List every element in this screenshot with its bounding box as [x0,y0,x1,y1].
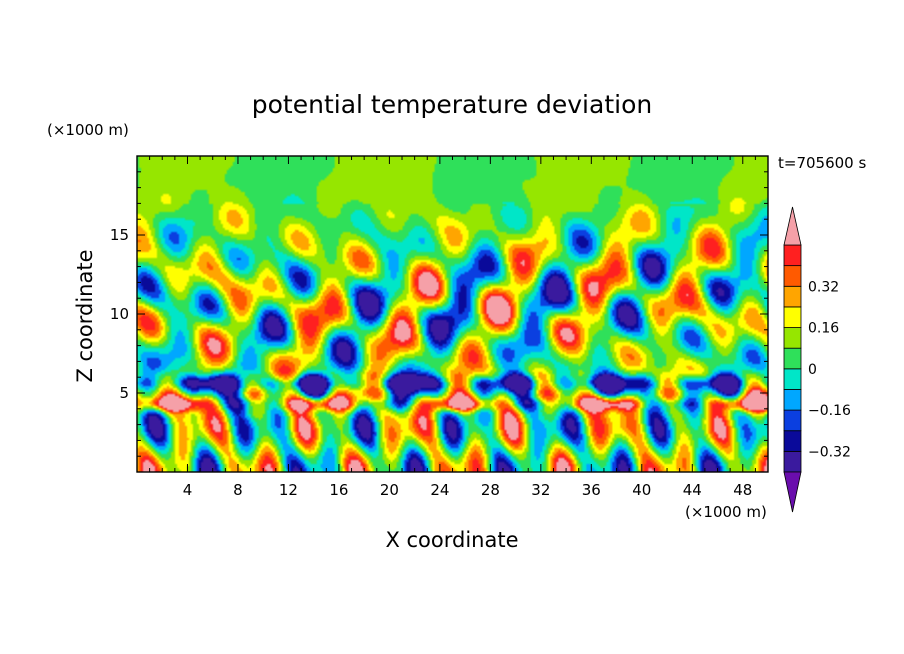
x-axis-ticks: 4 8 12 16 20 24 28 32 36 40 44 48 [149,156,756,499]
y-tick-label: 5 [119,384,129,402]
x-unit-label: (×1000 m) [685,503,767,521]
colorbar-top-triangle [783,206,802,246]
colorbar-box [783,244,802,267]
colorbar-bottom-triangle [783,471,802,513]
x-tick-label: 8 [233,481,243,499]
y-unit-label: (×1000 m) [47,121,129,139]
y-tick-label: 10 [110,305,129,323]
colorbar-box [783,347,802,370]
time-label: t=705600 s [778,154,866,172]
colorbar: 0.32 0.16 0 −0.16 −0.32 [783,206,851,513]
colorbar-label: 0.16 [808,321,839,337]
plot-area [137,156,768,472]
x-tick-label: 32 [531,481,550,499]
y-tick-label: 15 [110,226,129,244]
x-tick-label: 48 [733,481,752,499]
colorbar-box [783,389,802,411]
x-tick-label: 28 [481,481,500,499]
colorbar-box [783,409,802,432]
x-tick-label: 40 [632,481,651,499]
x-tick-label: 24 [430,481,449,499]
y-axis-label: Z coordinate [73,249,97,382]
colorbar-box [783,368,802,390]
x-tick-label: 4 [183,481,193,499]
colorbar-label: 0 [808,362,817,378]
contour-field-image [137,156,768,472]
colorbar-label: −0.16 [808,403,851,419]
colorbar-label: −0.32 [808,444,851,460]
colorbar-box [783,430,802,452]
x-tick-label: 44 [683,481,702,499]
x-axis-label: X coordinate [385,528,518,552]
colorbar-box [783,327,802,349]
colorbar-label: 0.32 [808,279,839,295]
x-tick-label: 36 [582,481,601,499]
chart-title: potential temperature deviation [252,90,652,119]
colorbar-box [783,450,802,473]
colorbar-box [783,265,802,287]
y-axis-ticks: 5 10 15 [110,171,768,457]
x-tick-label: 16 [329,481,348,499]
x-tick-label: 20 [380,481,399,499]
colorbar-box [783,306,802,328]
colorbar-box [783,285,802,308]
x-tick-label: 12 [279,481,298,499]
